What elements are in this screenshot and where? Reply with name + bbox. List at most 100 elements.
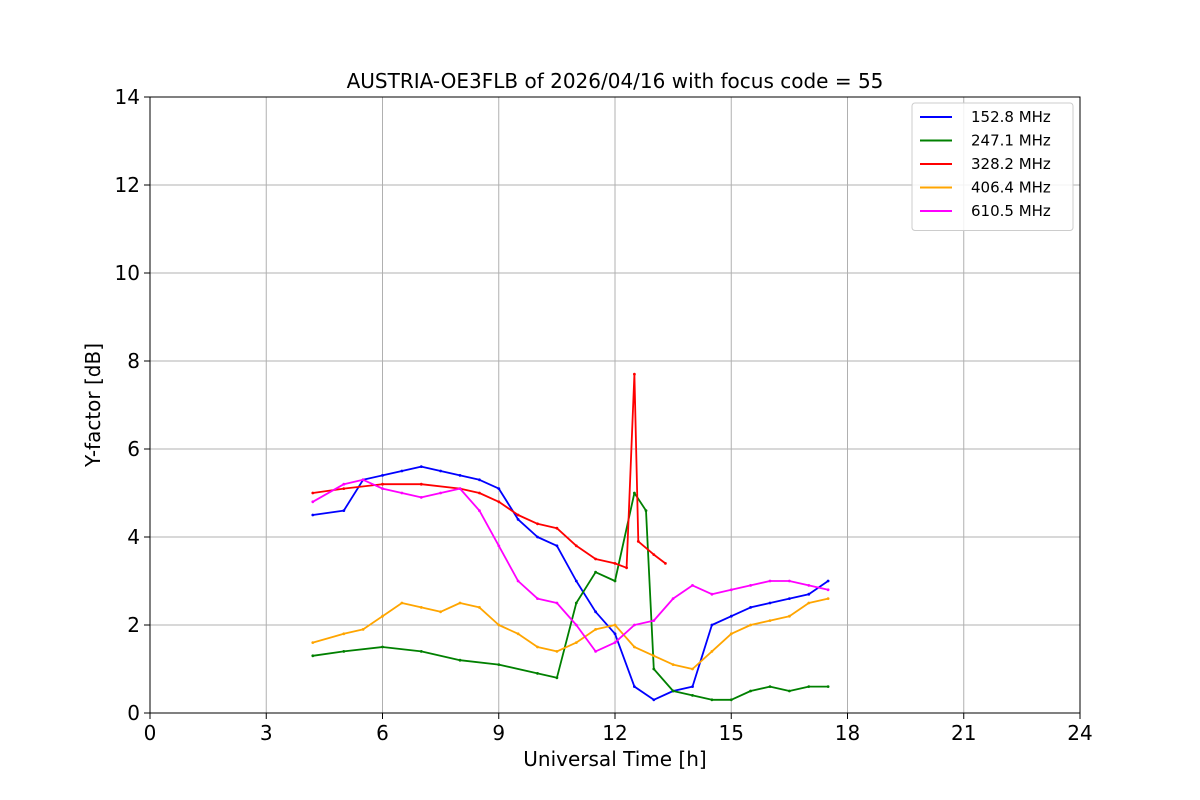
- data-point-152-8-mhz: [400, 469, 404, 473]
- data-point-152-8-mhz: [536, 535, 539, 539]
- y-tick-label: 10: [115, 261, 140, 285]
- legend-label: 610.5 MHz: [971, 202, 1051, 220]
- data-point-406-4-mhz: [419, 606, 423, 609]
- data-point-610-5-mhz: [342, 482, 346, 486]
- data-point-247-1-mhz: [633, 491, 636, 495]
- data-point-406-4-mhz: [439, 610, 442, 614]
- data-point-610-5-mhz: [555, 601, 559, 605]
- data-point-406-4-mhz: [652, 654, 656, 658]
- data-point-610-5-mhz: [594, 650, 597, 653]
- data-point-328-2-mhz: [636, 540, 640, 543]
- data-point-610-5-mhz: [826, 588, 830, 592]
- legend: 152.8 MHz 247.1 MHz 328.2 MHz 406.4 MHz 610.…: [911, 102, 1074, 231]
- data-point-610-5-mhz: [671, 597, 675, 600]
- data-point-406-4-mhz: [768, 619, 772, 622]
- data-point-152-8-mhz: [652, 698, 656, 702]
- data-point-247-1-mhz: [342, 650, 346, 653]
- y-tick-label: 12: [115, 173, 140, 197]
- series-line-247-1-mhz: [312, 492, 829, 701]
- data-point-247-1-mhz: [710, 698, 714, 702]
- data-point-610-5-mhz: [458, 487, 462, 490]
- data-point-406-4-mhz: [594, 628, 597, 631]
- data-point-610-5-mhz: [691, 584, 694, 587]
- data-point-610-5-mhz: [361, 478, 365, 482]
- data-point-328-2-mhz: [342, 487, 346, 490]
- legend-label: 152.8 MHz: [971, 108, 1051, 126]
- data-point-610-5-mhz: [536, 597, 539, 600]
- data-point-406-4-mhz: [478, 606, 481, 609]
- data-point-610-5-mhz: [574, 623, 578, 627]
- data-point-247-1-mhz: [807, 685, 811, 688]
- data-point-610-5-mhz: [311, 500, 315, 504]
- data-point-247-1-mhz: [613, 579, 617, 583]
- data-point-406-4-mhz: [555, 650, 559, 653]
- data-point-247-1-mhz: [768, 685, 772, 688]
- series-line-328-2-mhz: [312, 373, 666, 569]
- x-tick-label: 9: [492, 721, 505, 745]
- data-point-406-4-mhz: [536, 645, 539, 649]
- data-point-328-2-mhz: [478, 491, 481, 495]
- data-point-610-5-mhz: [439, 491, 442, 495]
- legend-label: 328.2 MHz: [971, 155, 1051, 173]
- data-point-152-8-mhz: [691, 685, 694, 688]
- data-point-152-8-mhz: [768, 601, 772, 605]
- chart-title: AUSTRIA-OE3FLB of 2026/04/16 with focus …: [347, 69, 884, 93]
- data-point-406-4-mhz: [633, 645, 636, 649]
- x-tick-label: 24: [1067, 721, 1092, 745]
- y-tick-label: 14: [115, 85, 140, 109]
- data-point-406-4-mhz: [381, 614, 384, 618]
- data-point-152-8-mhz: [497, 487, 501, 490]
- data-point-328-2-mhz: [311, 491, 315, 495]
- legend-label: 406.4 MHz: [971, 179, 1051, 197]
- series-line-406-4-mhz: [312, 597, 829, 670]
- data-point-247-1-mhz: [497, 663, 501, 666]
- data-point-406-4-mhz: [613, 623, 617, 627]
- data-point-152-8-mhz: [710, 623, 714, 627]
- data-point-610-5-mhz: [381, 487, 384, 490]
- data-point-610-5-mhz: [749, 584, 752, 587]
- data-point-406-4-mhz: [342, 632, 346, 636]
- data-point-406-4-mhz: [458, 601, 462, 605]
- data-point-152-8-mhz: [807, 592, 811, 596]
- data-point-406-4-mhz: [361, 628, 365, 631]
- data-point-610-5-mhz: [497, 544, 501, 548]
- data-point-328-2-mhz: [574, 544, 578, 548]
- data-point-247-1-mhz: [691, 694, 694, 697]
- data-point-152-8-mhz: [594, 610, 597, 614]
- y-axis-label: Y-factor [dB]: [81, 343, 105, 468]
- data-point-610-5-mhz: [633, 623, 636, 627]
- data-point-406-4-mhz: [691, 667, 694, 671]
- data-point-152-8-mhz: [342, 509, 346, 512]
- data-point-328-2-mhz: [536, 522, 539, 526]
- data-point-152-8-mhz: [613, 632, 617, 636]
- data-point-406-4-mhz: [807, 601, 811, 605]
- legend-frame: [911, 102, 1074, 231]
- x-tick-label: 15: [719, 721, 744, 745]
- data-point-610-5-mhz: [788, 579, 791, 583]
- data-point-247-1-mhz: [788, 689, 791, 693]
- data-point-247-1-mhz: [458, 658, 462, 662]
- data-point-610-5-mhz: [419, 496, 423, 499]
- data-point-406-4-mhz: [826, 597, 830, 600]
- data-point-328-2-mhz: [419, 482, 423, 486]
- data-point-610-5-mhz: [729, 588, 733, 592]
- data-point-152-8-mhz: [478, 478, 481, 482]
- y-tick-label: 4: [127, 525, 140, 549]
- data-point-610-5-mhz: [478, 509, 481, 512]
- y-tick-label: 8: [127, 349, 140, 373]
- data-point-406-4-mhz: [788, 614, 791, 618]
- data-point-610-5-mhz: [807, 584, 811, 587]
- data-point-406-4-mhz: [749, 623, 752, 627]
- data-point-152-8-mhz: [419, 465, 423, 468]
- series-lines: [311, 372, 830, 702]
- legend-label: 247.1 MHz: [971, 132, 1051, 150]
- data-point-152-8-mhz: [788, 597, 791, 600]
- data-point-247-1-mhz: [749, 689, 752, 693]
- y-tick-label: 0: [127, 701, 140, 725]
- x-tick-label: 0: [144, 721, 157, 745]
- data-point-328-2-mhz: [625, 566, 628, 570]
- data-point-610-5-mhz: [652, 619, 656, 622]
- series-line-152-8-mhz: [312, 465, 829, 701]
- data-point-328-2-mhz: [555, 526, 559, 530]
- x-tick-label: 12: [602, 721, 627, 745]
